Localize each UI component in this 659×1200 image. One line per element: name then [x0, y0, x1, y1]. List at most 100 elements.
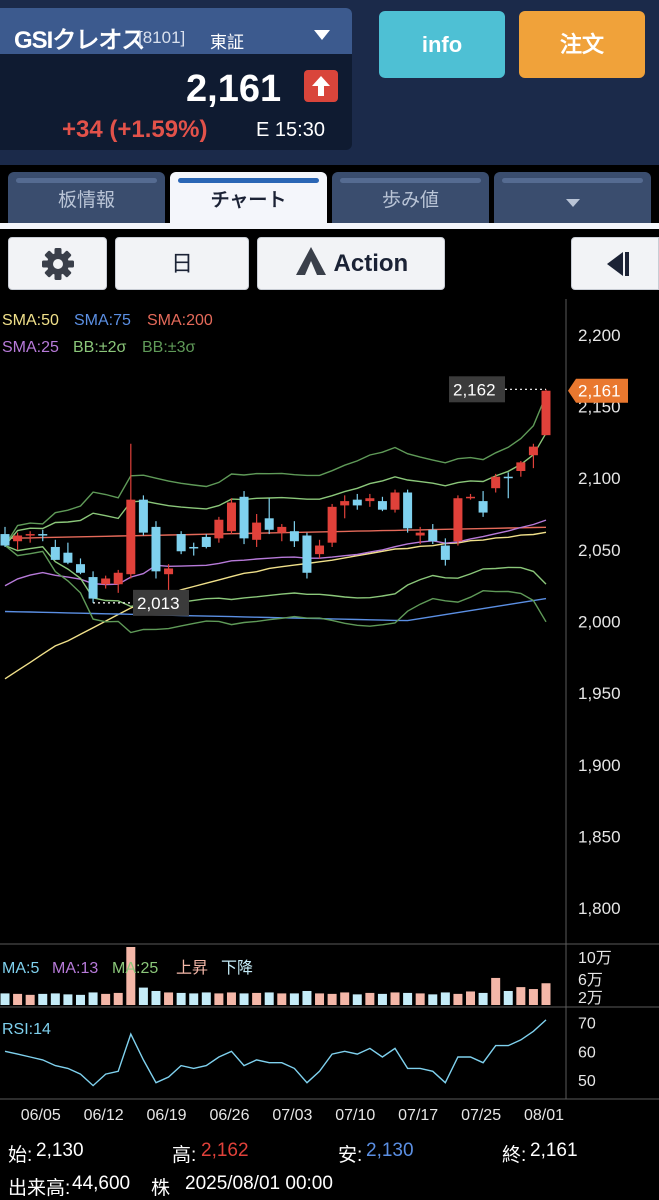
footer-datetime: 2025/08/01 00:00 [185, 1173, 333, 1194]
volume-tick-label: 2万 [578, 990, 603, 1007]
candle-body [101, 578, 111, 585]
collapse-panel-button[interactable] [571, 237, 659, 290]
candles [0, 389, 551, 603]
action-button[interactable]: Action [257, 237, 445, 290]
candle-body [113, 572, 123, 585]
volume-bar [340, 992, 350, 1005]
volume-bar [403, 992, 413, 1005]
high-label: 高: [172, 1145, 197, 1166]
tab-more[interactable] [494, 172, 651, 223]
date-tick-label: 07/10 [335, 1107, 375, 1124]
sma75-line [4, 597, 547, 622]
volume-bar [478, 992, 488, 1005]
low-label-box [133, 589, 189, 616]
legend-down: 下降 [221, 959, 253, 977]
candle-body [503, 476, 513, 479]
order-button[interactable]: 注文 [519, 11, 645, 78]
volume-label: 出来高: [8, 1178, 71, 1199]
chart-legend: SMA:50 SMA:75 SMA:200 SMA:25 BB:±2σ BB:±… [2, 312, 253, 1038]
candle-body [50, 546, 60, 560]
legend-ma13: MA:13 [52, 960, 98, 977]
action-label: Action [333, 250, 409, 277]
volume-bar [25, 994, 35, 1005]
volume-tick-label: 10万 [578, 950, 612, 967]
volume-tick-label: 6万 [578, 972, 603, 989]
volume-bar [50, 993, 60, 1005]
volume-bar [491, 977, 501, 1005]
tab-board[interactable]: 板情報 [8, 172, 165, 223]
date-tick-label: 08/01 [524, 1107, 564, 1124]
candle-body [13, 535, 23, 542]
candle-body [289, 531, 299, 542]
price-tick-label: 2,050 [578, 541, 621, 560]
volume-bar [264, 992, 274, 1005]
date-tick-label: 07/03 [272, 1107, 312, 1124]
volume-bar [377, 993, 387, 1005]
volume-bar [201, 992, 211, 1005]
bb-upper-2-line [4, 432, 547, 546]
action-logo-icon [295, 247, 326, 275]
candle-body [365, 498, 375, 502]
period-button[interactable]: 日 [115, 237, 249, 290]
volume-bar [189, 993, 199, 1005]
volume-bar [63, 994, 73, 1005]
price-change: +34 (+1.59%) [62, 116, 208, 143]
legend-sma50: SMA:50 [2, 312, 59, 329]
rsi-path [4, 1019, 547, 1087]
date-tick-label: 06/19 [147, 1107, 187, 1124]
candle-body [226, 502, 236, 532]
date-tick-label: 06/26 [209, 1107, 249, 1124]
bb-upper-3-line [4, 395, 547, 546]
stock-code: [8101] [138, 28, 186, 47]
candlestick-chart[interactable]: 2,2002,1502,1002,0502,0001,9501,9001,850… [0, 299, 659, 1128]
volume-bar [176, 992, 186, 1005]
candle-body [25, 534, 35, 536]
price-tick-label: 2,200 [578, 326, 621, 345]
tab-ticks[interactable]: 歩み値 [332, 172, 489, 223]
candle-body [403, 492, 413, 529]
chart-toolbar: 日 Action [0, 229, 659, 299]
price-tick-label: 1,850 [578, 828, 621, 847]
candle-body [491, 476, 501, 489]
stock-selector[interactable]: GSIクレオス [8101] 東証 [0, 8, 352, 54]
volume-bar [453, 993, 463, 1005]
price-tick-label: 1,950 [578, 684, 621, 703]
collapse-left-icon [607, 252, 629, 276]
candle-body [277, 526, 287, 533]
candle-body [340, 501, 350, 506]
candle-body [252, 522, 262, 540]
settings-button[interactable] [8, 237, 107, 290]
volume-bar [365, 992, 375, 1005]
stock-market: 東証 [210, 33, 244, 52]
tab-label: 歩み値 [381, 190, 439, 211]
legend-sma75: SMA:75 [74, 312, 131, 329]
sma50-line [4, 531, 547, 680]
volume-bars [0, 947, 551, 1005]
candle-body [478, 501, 488, 513]
low-label: 2,013 [137, 594, 180, 613]
info-button[interactable]: info [379, 11, 505, 78]
date-tick-label: 06/12 [84, 1107, 124, 1124]
candle-body [327, 506, 337, 543]
candle-body [151, 526, 161, 572]
chevron-down-icon [566, 199, 580, 207]
volume-bar [151, 990, 161, 1005]
volume-bar [390, 992, 400, 1005]
chart-annotations: 2,162 2,013 2,161 [93, 376, 628, 616]
candle-body [528, 446, 538, 456]
rsi-tick-label: 70 [578, 1016, 596, 1033]
volume-bar [38, 993, 48, 1005]
volume-bar [528, 989, 538, 1005]
price-tick-label: 1,800 [578, 899, 621, 918]
volume-bar [126, 947, 136, 1005]
price-tick-label: 1,900 [578, 756, 621, 775]
candle-body [466, 496, 476, 499]
candle-body [75, 564, 85, 573]
candle-body [390, 492, 400, 510]
legend-up: 上昇 [176, 959, 208, 977]
candle-body [189, 546, 199, 549]
chevron-down-icon[interactable] [314, 30, 330, 40]
price-tick-label: 2,100 [578, 469, 621, 488]
candle-body [38, 534, 48, 536]
tab-chart[interactable]: チャート [170, 172, 327, 223]
